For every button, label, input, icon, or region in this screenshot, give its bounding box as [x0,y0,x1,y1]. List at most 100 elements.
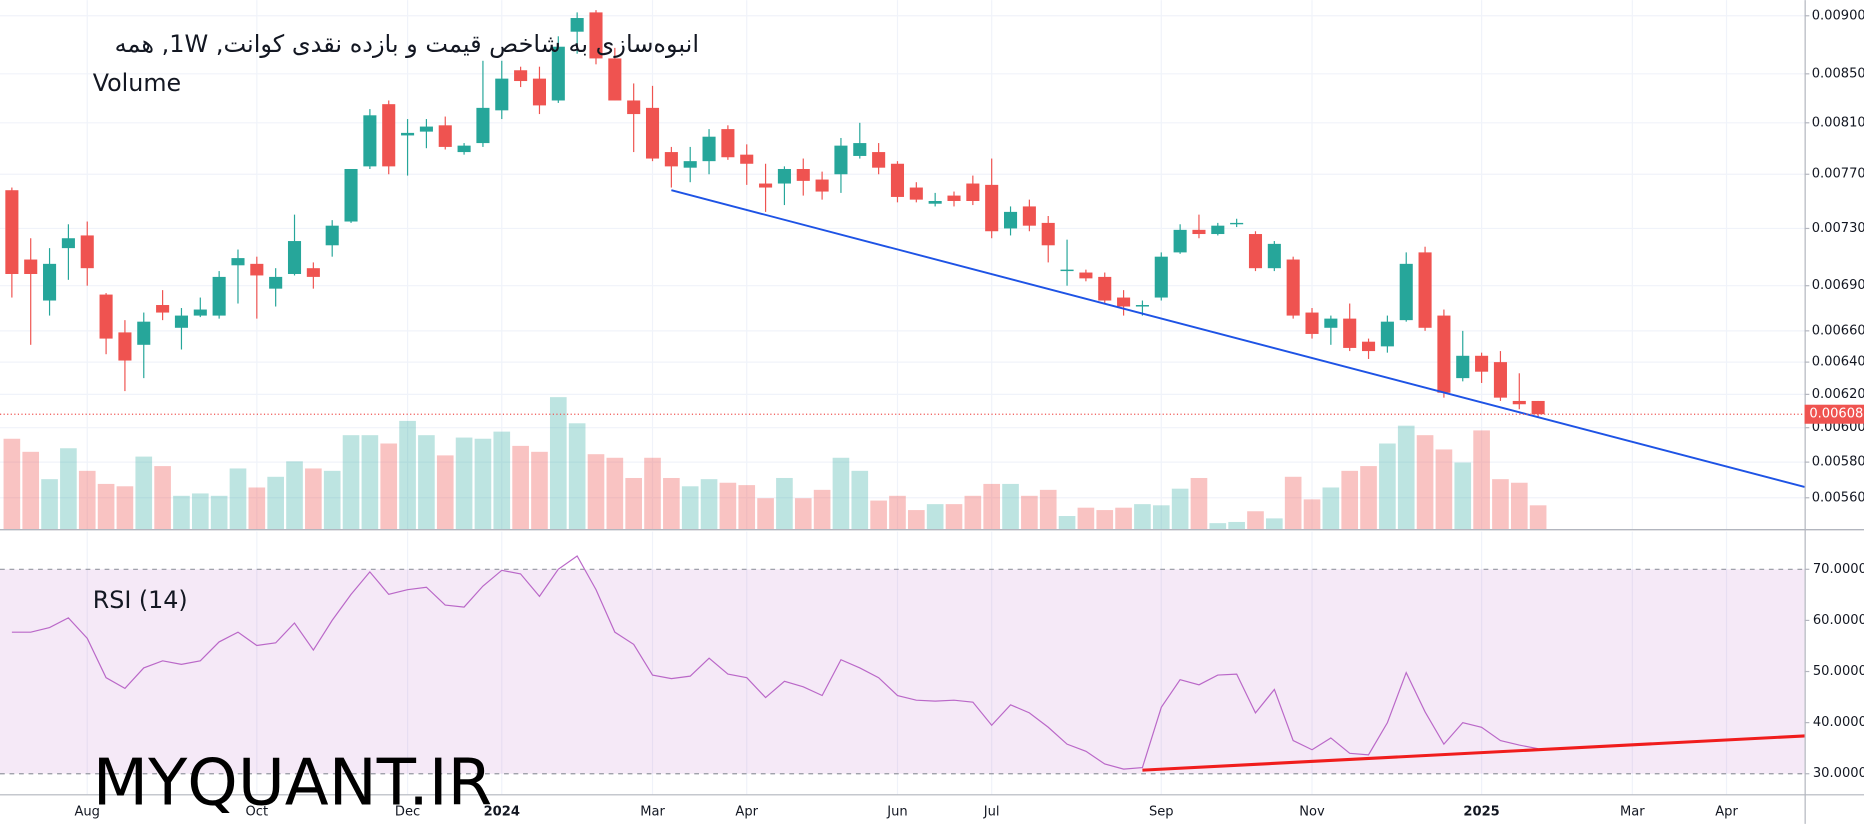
candle-body [683,161,697,168]
candle-body [645,107,660,159]
volume-bar [1134,504,1151,530]
y-tick-label: 0.00660 [1812,323,1864,338]
volume-bar [380,443,398,530]
y-tick-label: 0.00560 [1812,490,1864,505]
candle-body [1267,243,1281,269]
candle-body [1022,206,1036,226]
candle-body [702,136,716,162]
volume-bar [1303,499,1321,530]
y-tick-label: 0.00620 [1812,387,1864,402]
volume-bar [1360,466,1377,530]
volume-bar [1077,507,1095,530]
candle-body [872,152,886,168]
candle-body [947,195,961,201]
candle-body [137,321,151,345]
volume-bar [135,456,153,530]
volume-bar [22,451,40,530]
candle-body [1079,272,1093,279]
volume-bar [60,448,77,530]
candle-body [1343,318,1357,348]
candle-body [1399,263,1413,321]
volume-bar [1039,489,1057,530]
candle-body [99,294,113,339]
volume-bar [305,468,322,530]
volume-bar [1510,482,1528,530]
candle-body [80,235,94,269]
trend-line [671,189,1805,488]
candle-body [853,143,867,156]
volume-bar [1416,435,1434,530]
candle-body [532,78,547,106]
x-tick-label: Oct [246,805,269,820]
y-tick-label: 0.00690 [1812,278,1864,293]
candle-body [24,259,38,274]
x-tick-label: Nov [1299,805,1325,820]
volume-bar [983,483,1001,530]
volume-bar [1002,483,1019,530]
candle-body [834,145,848,175]
chart-title: انبوه‌سازی به شاخص قیمت و بازده نقدی کوا… [114,30,699,58]
candle-body [363,115,377,167]
volume-bar [399,420,416,530]
y-tick-label: 0.00580 [1812,455,1864,470]
volume-bar [1096,510,1114,530]
candle-body [928,200,942,204]
volume-bar [1058,516,1076,530]
volume-bar [1379,443,1396,530]
candle-body [1324,318,1338,328]
candle-body [570,18,584,32]
volume-bar [512,445,529,530]
volume-bar [1115,507,1132,530]
candle-body [5,190,19,274]
candle-body [193,309,207,316]
candle-body [118,332,132,361]
x-tick-label: Dec [395,805,420,820]
volume-bar [776,477,793,530]
candle-body [382,104,396,167]
candle-body [1475,355,1489,372]
x-tick-label: Aug [74,805,100,820]
watermark: MYQUANT.IR [93,746,493,821]
candle-body [1135,305,1149,307]
x-tick-label: Sep [1149,805,1174,820]
volume-bar [493,431,511,530]
volume-bar [1228,521,1245,530]
volume-bar [267,476,284,530]
rsi-band [0,569,1805,774]
candle-body [966,183,980,201]
candle-body [777,168,791,184]
volume-bar [1021,495,1038,530]
candle-body [721,129,735,158]
candle-body [1173,229,1187,253]
volume-bar [1341,470,1359,530]
x-tick-label: Apr [1715,805,1738,820]
volume-bar [757,498,774,530]
candle-body [551,46,565,101]
rsi-line [11,555,1539,770]
candle-body [325,225,339,246]
candle-body [476,107,490,144]
x-tick-label: Jun [886,805,907,820]
candle-body [401,132,415,136]
x-tick-label: Mar [640,805,665,820]
x-tick-label: Jul [983,805,1000,820]
volume-bar [606,457,624,530]
y-tick-label: 50.0000 [1813,664,1864,679]
candle-body [1192,229,1206,235]
candle-body [1437,315,1451,393]
y-tick-label: 60.0000 [1813,613,1864,628]
volume-bar [342,435,360,530]
volume-bar [851,470,869,530]
volume-bar [1435,449,1453,530]
volume-bar [568,423,586,530]
volume-bar [436,455,454,530]
candle-body [796,168,810,181]
candle-body [1230,222,1244,225]
volume-bar [1284,476,1302,530]
volume-bar [1492,479,1509,530]
volume-bar [681,486,699,530]
volume-bar [210,495,228,530]
y-tick-label: 0.00770 [1812,167,1864,182]
